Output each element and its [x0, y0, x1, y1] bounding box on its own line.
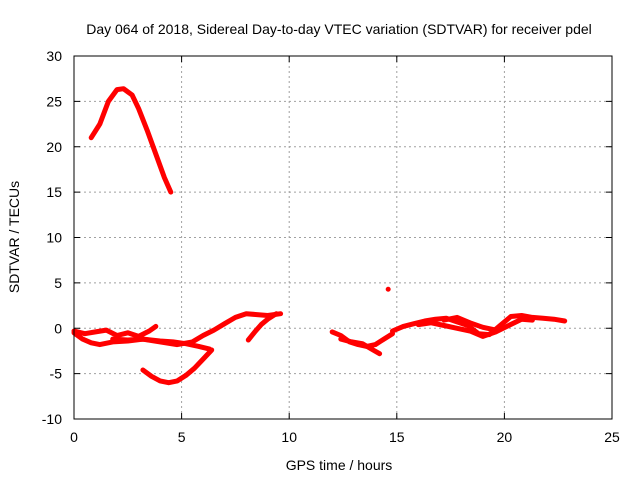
- series-arc-3: [71, 323, 159, 339]
- series-point: [385, 286, 391, 292]
- y-tick-label: 15: [46, 184, 62, 200]
- data-series: [71, 86, 568, 386]
- x-tick-label: 10: [281, 429, 297, 445]
- x-tick-label: 5: [178, 429, 186, 445]
- series-arc-8: [338, 336, 383, 357]
- y-tick-label: 0: [54, 320, 62, 336]
- y-tick-label: -10: [42, 411, 62, 427]
- series-arc-1: [88, 86, 174, 195]
- series-arc-5: [140, 347, 215, 386]
- x-tick-label: 0: [70, 429, 78, 445]
- series-arc-10: [415, 316, 535, 339]
- x-tick-label: 20: [497, 429, 513, 445]
- y-tick-label: 25: [46, 93, 62, 109]
- series-arc-11: [441, 314, 499, 333]
- y-axis-label: SDTVAR / TECUs: [6, 181, 22, 293]
- series-arc-6: [245, 311, 279, 343]
- y-tick-label: -5: [50, 366, 63, 382]
- x-tick-label: 15: [389, 429, 405, 445]
- y-tick-label: 10: [46, 230, 62, 246]
- chart-title: Day 064 of 2018, Sidereal Day-to-day VTE…: [86, 21, 592, 37]
- y-tick-label: 20: [46, 139, 62, 155]
- y-tick-label: 30: [46, 48, 62, 64]
- series-arc-4: [110, 336, 213, 352]
- grid-lines: [74, 56, 612, 419]
- y-tick-label: 5: [54, 275, 62, 291]
- x-axis-label: GPS time / hours: [286, 457, 393, 473]
- x-tick-label: 25: [604, 429, 620, 445]
- axis-ticks: 0 5 10 15 20 25 -10 -5 0 5 10 15 20 25 30: [42, 48, 620, 445]
